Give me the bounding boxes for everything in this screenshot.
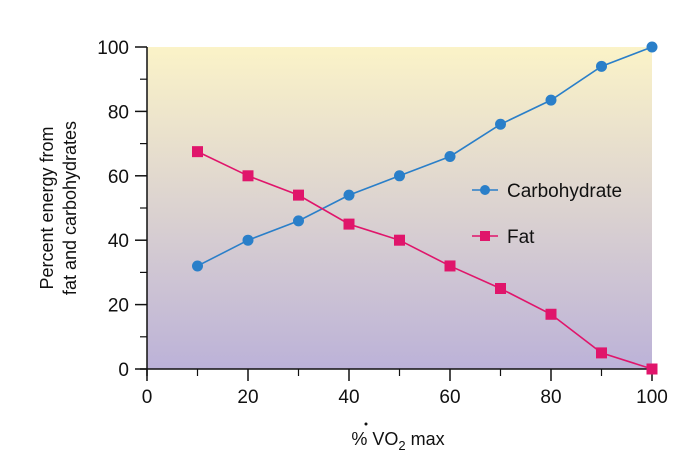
y-tick-label: 100 <box>97 38 129 59</box>
x-tick-label: 40 <box>338 387 359 408</box>
carbohydrate-point <box>242 234 254 246</box>
series-carbohydrate <box>192 41 658 272</box>
x-tick-label: 20 <box>237 387 258 408</box>
carbohydrate-point <box>545 94 557 106</box>
y-axis-title-line-2: fat and carbohydrates <box>60 121 80 295</box>
fat-point <box>545 308 557 320</box>
y-axis-title-line-1: Percent energy from <box>37 126 57 289</box>
carbohydrate-point <box>192 260 203 272</box>
fat-point <box>293 189 304 201</box>
carbohydrate-point <box>596 60 607 72</box>
series-layer <box>192 41 658 375</box>
legend-item-carbohydrate: Carbohydrate <box>472 181 622 202</box>
carbohydrate-point <box>343 189 355 201</box>
fat-point <box>192 146 203 158</box>
y-tick-label: 80 <box>108 102 129 123</box>
legend-marker-circle <box>480 185 490 195</box>
legend: Carbohydrate Fat <box>472 181 622 248</box>
y-tick-label: 60 <box>108 167 129 188</box>
y-tick-label: 0 <box>118 360 129 381</box>
legend-label: Fat <box>507 227 535 248</box>
legend-label: Carbohydrate <box>507 181 622 202</box>
x-tick-label: 80 <box>540 387 561 408</box>
axes: 0 20 40 60 80 100 0 20 40 60 80 100 <box>97 38 668 408</box>
fat-point <box>444 260 456 272</box>
fat-point <box>495 283 506 294</box>
fat-point <box>596 347 607 359</box>
legend-item-fat: Fat <box>472 227 535 248</box>
y-tick-label: 20 <box>108 296 129 317</box>
x-tick-label: 100 <box>636 387 668 408</box>
fat-point <box>343 218 355 230</box>
carbohydrate-point <box>444 150 456 162</box>
fat-point <box>394 234 405 246</box>
fat-point <box>242 170 254 182</box>
x-axis-title-dot <box>364 422 368 426</box>
x-tick-label: 0 <box>142 387 153 408</box>
y-axis-title: Percent energy from fat and carbohydrate… <box>37 121 80 295</box>
carbohydrate-point <box>646 41 658 53</box>
carbohydrate-point <box>495 118 506 130</box>
carbohydrate-point <box>394 170 405 182</box>
carbohydrate-line <box>197 46 653 267</box>
series-fat <box>192 146 658 375</box>
legend-marker-square <box>480 231 490 241</box>
fat-line <box>197 150 653 370</box>
carbohydrate-point <box>293 215 304 227</box>
x-axis-title: % VO2 max <box>351 429 444 453</box>
x-tick-label: 60 <box>439 387 460 408</box>
fat-point <box>646 363 658 375</box>
y-tick-label: 40 <box>108 231 129 252</box>
plot-background <box>147 47 652 369</box>
